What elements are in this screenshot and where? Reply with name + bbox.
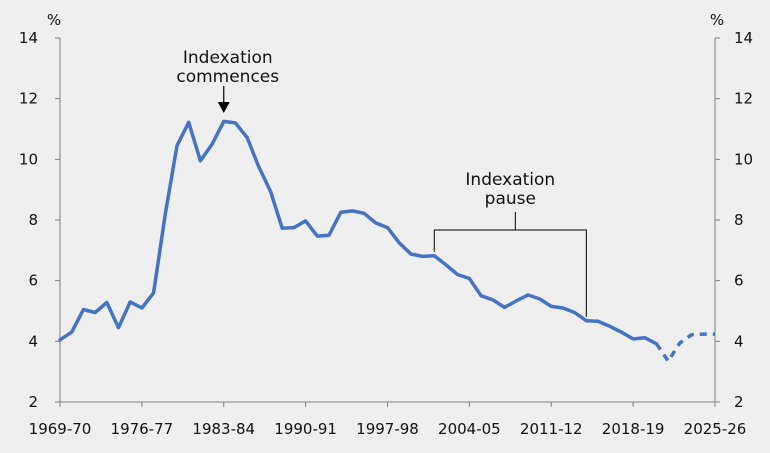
- x-tick-label: 1983-84: [192, 420, 255, 438]
- axes: [55, 37, 720, 407]
- left-y-tick-label: 8: [28, 211, 38, 229]
- left-y-tick-label: 10: [19, 150, 38, 168]
- x-tick-label: 1997-98: [356, 420, 419, 438]
- projection-series-line: [655, 332, 715, 363]
- right-y-tick-label: 2: [734, 393, 744, 411]
- right-y-tick-label: 12: [734, 90, 753, 108]
- right-y-tick-label: 14: [734, 29, 753, 47]
- annotation-arrow-head: [217, 102, 230, 113]
- right-unit-label: %: [710, 11, 724, 29]
- left-y-tick-label: 14: [19, 29, 38, 47]
- annotation-commences-line1: Indexation: [183, 48, 273, 68]
- x-tick-label: 1976-77: [111, 420, 174, 438]
- x-tick-label: 2018-19: [602, 420, 665, 438]
- x-tick-label: 1990-91: [274, 420, 337, 438]
- actual-series-line: [58, 119, 659, 346]
- right-y-tick-label: 4: [734, 332, 744, 350]
- x-tick-label: 2025-26: [684, 420, 747, 438]
- right-y-tick-label: 10: [734, 150, 753, 168]
- data-series: [58, 119, 715, 363]
- x-tick-label: 1969-70: [29, 420, 92, 438]
- left-y-tick-label: 2: [28, 393, 38, 411]
- left-y-tick-label: 6: [28, 272, 38, 290]
- left-y-tick-label: 4: [28, 332, 38, 350]
- left-y-tick-label: 12: [19, 90, 38, 108]
- tick-labels: % % 2 2 4 4 6 6 8 8 10 10 12 12 14 14 1969-70 1976-77 1983…: [19, 11, 753, 438]
- annotation-commences-line2: commences: [176, 67, 279, 87]
- right-y-tick-label: 6: [734, 272, 744, 290]
- annotation-pause-line2: pause: [485, 189, 536, 209]
- left-unit-label: %: [47, 11, 61, 29]
- annotation-pause-bracket: [433, 229, 587, 317]
- x-tick-label: 2004-05: [438, 420, 501, 438]
- right-y-tick-label: 8: [734, 211, 744, 229]
- annotation-pause-line1: Indexation: [465, 170, 555, 190]
- x-tick-label: 2011-12: [520, 420, 583, 438]
